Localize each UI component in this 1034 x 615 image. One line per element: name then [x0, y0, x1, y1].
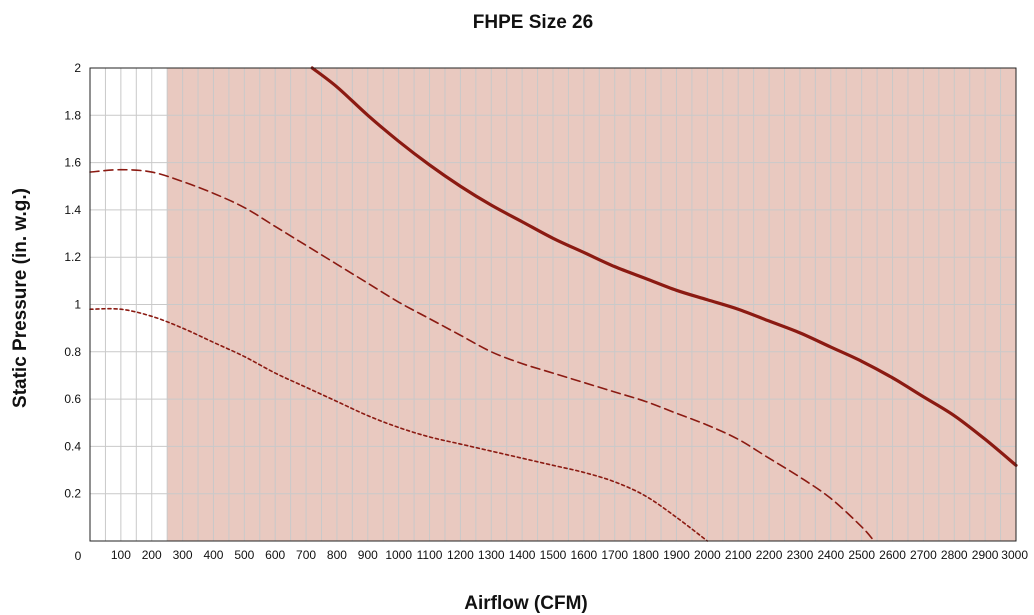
x-tick-label: 300 — [173, 548, 193, 562]
x-tick-label: 1100 — [417, 548, 443, 562]
x-tick-label: 1500 — [540, 548, 567, 562]
x-tick-label: 1900 — [663, 548, 690, 562]
x-tick-label: 2900 — [972, 548, 999, 562]
x-tick-label: 1300 — [478, 548, 505, 562]
x-tick-label: 100 — [111, 548, 131, 562]
x-tick-label: 1000 — [385, 548, 412, 562]
plot-frame — [89, 67, 1017, 542]
x-tick-label: 500 — [234, 548, 254, 562]
x-axis-label: Airflow (CFM) — [464, 593, 587, 614]
y-tick-label: 1.2 — [64, 250, 81, 264]
x-tick-label: 700 — [296, 548, 316, 562]
x-tick-label: 200 — [142, 548, 162, 562]
y-axis-label: Static Pressure (in. w.g.) — [10, 188, 31, 408]
x-tick-label: 2200 — [756, 548, 783, 562]
y-tick-label: 1.8 — [64, 108, 81, 122]
chart-title: FHPE Size 26 — [473, 12, 593, 33]
y-tick-label: 1 — [74, 298, 81, 312]
x-tick-label: 800 — [327, 548, 347, 562]
x-tick-label: 2600 — [879, 548, 906, 562]
x-tick-label: 1400 — [509, 548, 536, 562]
series-line-dotted — [89, 307, 709, 542]
x-tick-label: 900 — [358, 548, 378, 562]
y-tick-label: 2 — [74, 61, 81, 75]
x-tick-label: 2400 — [817, 548, 844, 562]
x-tick-label: 2000 — [694, 548, 721, 562]
y-tick-label: 0.4 — [64, 439, 81, 453]
y-tick-label: 0.2 — [64, 487, 81, 501]
series-line-dashed — [89, 168, 875, 542]
x-tick-label: 1600 — [571, 548, 598, 562]
x-tick-label: 2500 — [848, 548, 875, 562]
series-line-solid — [310, 66, 1018, 467]
x-tick-label: 1200 — [447, 548, 474, 562]
y-tick-label: 0.6 — [64, 392, 81, 406]
x-tick-label: 600 — [265, 548, 285, 562]
y-tick-label: 1.4 — [64, 203, 81, 217]
y-tick-label: 0.8 — [64, 345, 81, 359]
x-tick-label: 1700 — [601, 548, 628, 562]
x-tick-label: 0 — [75, 549, 82, 563]
x-tick-label: 2700 — [910, 548, 937, 562]
y-tick-label: 1.6 — [64, 156, 81, 170]
x-tick-label: 2300 — [787, 548, 814, 562]
x-tick-label: 1800 — [632, 548, 659, 562]
x-tick-label: 2100 — [725, 548, 752, 562]
x-tick-label: 400 — [203, 548, 223, 562]
x-tick-label: 3000 — [1001, 548, 1028, 562]
plot-area: 0.2 0.4 0.6 0.8 1 1.2 1.4 1.6 1.8 2 0 100 200 300 400 5… — [64, 61, 1028, 563]
x-tick-label: 2800 — [941, 548, 968, 562]
